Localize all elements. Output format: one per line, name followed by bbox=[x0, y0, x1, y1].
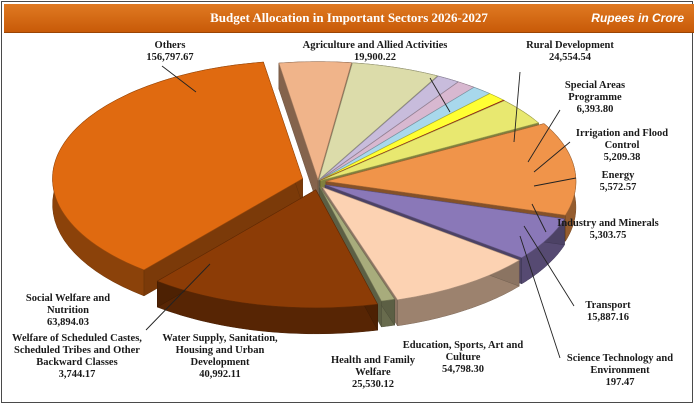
label-others: Others 156,797.67 bbox=[100, 40, 240, 64]
pie-slice-education-sports-art-and-culture bbox=[325, 123, 577, 216]
chart-header: Budget Allocation in Important Sectors 2… bbox=[4, 4, 694, 33]
label-agriculture-value: 19,900.22 bbox=[354, 52, 396, 63]
pie-slice-welfare-of-scheduled-castes-scheduled-tribes-and-other-backward-classes bbox=[319, 186, 396, 302]
label-energy-name: Energy bbox=[601, 170, 635, 181]
pie-slice-rural-development bbox=[318, 62, 439, 181]
label-others-value: 156,797.67 bbox=[146, 52, 194, 63]
label-industry: Industry and Minerals 5,303.75 bbox=[548, 218, 668, 242]
label-industry-value: 5,303.75 bbox=[589, 230, 627, 241]
leader-line-special-areas-programme bbox=[527, 109, 561, 163]
leader-line-energy bbox=[533, 177, 577, 187]
label-health-value: 25,530.12 bbox=[352, 379, 394, 390]
leader-line-rural-development bbox=[513, 71, 521, 143]
leader-line-agriculture-and-allied-activities bbox=[429, 77, 451, 113]
chart-unit: Rupees in Crore bbox=[591, 11, 684, 25]
leader-line-transport bbox=[523, 225, 575, 307]
label-health: Health and Family Welfare 25,530.12 bbox=[318, 355, 428, 391]
leader-line-industry-and-minerals bbox=[531, 203, 547, 233]
label-education-value: 54,798.30 bbox=[442, 364, 484, 375]
label-rural-development-value: 24,554.54 bbox=[549, 52, 591, 63]
leader-line-welfare-of-scheduled-castes-scheduled-tribes-and-other-backward-classes bbox=[145, 263, 211, 331]
label-industry-name: Industry and Minerals bbox=[557, 218, 659, 229]
label-education: Education, Sports, Art and Culture 54,79… bbox=[398, 340, 528, 376]
label-transport-name: Transport bbox=[585, 300, 631, 311]
pie-slice-water-supply-sanitation-housing-and-urban-development bbox=[321, 186, 520, 301]
label-science-technology-name: Science Technology and Environment bbox=[566, 353, 674, 376]
label-irrigation: Irrigation and Flood Control 5,209.38 bbox=[562, 128, 682, 164]
pie-slice-others bbox=[52, 61, 303, 271]
label-welfare-scheduled-value: 3,744.17 bbox=[58, 369, 96, 380]
pie-slice-health-and-family-welfare bbox=[324, 184, 566, 259]
label-social-welfare-value: 63,894.03 bbox=[47, 317, 89, 328]
label-special-areas-value: 6,393.80 bbox=[576, 104, 614, 115]
label-transport-value: 15,887.16 bbox=[587, 312, 629, 323]
label-education-name: Education, Sports, Art and Culture bbox=[402, 340, 524, 363]
leader-line-irrigation-and-flood-control bbox=[533, 141, 571, 173]
label-rural-development: Rural Development 24,554.54 bbox=[510, 40, 630, 64]
label-welfare-scheduled-name: Welfare of Scheduled Castes, Scheduled T… bbox=[12, 333, 142, 368]
label-agriculture: Agriculture and Allied Activities 19,900… bbox=[300, 40, 450, 64]
label-social-welfare: Social Welfare and Nutrition 63,894.03 bbox=[8, 293, 128, 329]
leader-line-science-technology-and-environment bbox=[519, 235, 561, 359]
label-others-name: Others bbox=[154, 40, 186, 51]
label-health-name: Health and Family Welfare bbox=[330, 355, 415, 378]
label-irrigation-value: 5,209.38 bbox=[603, 152, 641, 163]
label-social-welfare-name: Social Welfare and Nutrition bbox=[25, 293, 111, 316]
label-science-technology: Science Technology and Environment 197.4… bbox=[550, 353, 690, 389]
label-irrigation-name: Irrigation and Flood Control bbox=[575, 128, 669, 151]
pie-slice-science-technology-and-environment bbox=[320, 99, 505, 181]
chart-title: Budget Allocation in Important Sectors 2… bbox=[210, 10, 488, 25]
label-water-supply-name: Water Supply, Sanitation, Housing and Ur… bbox=[162, 333, 278, 368]
label-rural-development-name: Rural Development bbox=[526, 40, 614, 51]
label-welfare-scheduled: Welfare of Scheduled Castes, Scheduled T… bbox=[6, 333, 148, 381]
label-transport: Transport 15,887.16 bbox=[568, 300, 648, 324]
label-special-areas: Special Areas Programme 6,393.80 bbox=[555, 80, 635, 116]
label-energy-value: 5,572.57 bbox=[599, 182, 637, 193]
pie-slice-social-welfare-and-nutrition bbox=[156, 189, 379, 309]
label-agriculture-name: Agriculture and Allied Activities bbox=[302, 40, 448, 51]
label-energy: Energy 5,572.57 bbox=[578, 170, 658, 194]
pie-slice-agriculture-and-allied-activities bbox=[278, 61, 352, 181]
pie-slice-transport bbox=[320, 100, 540, 181]
leader-line-others bbox=[161, 65, 197, 93]
label-special-areas-name: Special Areas Programme bbox=[564, 80, 626, 103]
label-water-supply-value: 40,992.11 bbox=[199, 369, 241, 380]
label-water-supply: Water Supply, Sanitation, Housing and Ur… bbox=[150, 333, 290, 381]
label-science-technology-value: 197.47 bbox=[605, 377, 635, 388]
